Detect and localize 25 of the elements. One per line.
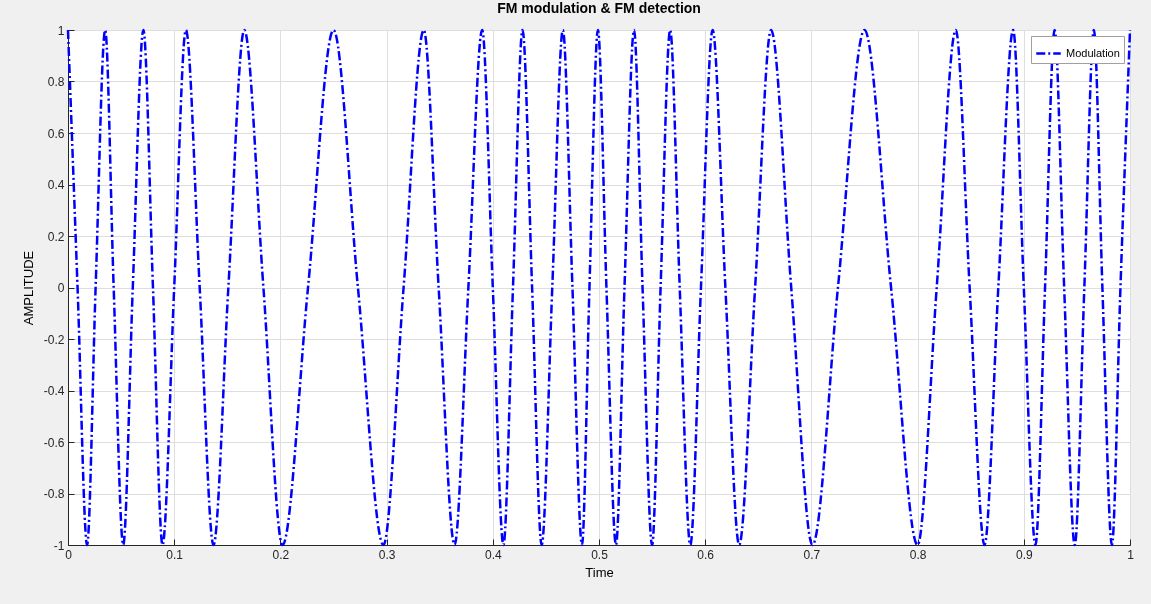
chart-title: FM modulation & FM detection [497,0,701,16]
x-tick-label: 0.7 [803,547,821,562]
y-tick-label: 0 [57,281,65,295]
x-tick-label: 0.4 [484,547,502,562]
y-tick-label: 0.4 [47,178,65,192]
x-tick-label: 0.1 [166,547,184,562]
y-tick-label: 0.6 [47,126,65,141]
x-tick-label: 1 [1127,547,1135,562]
y-tick-label: 1 [57,23,65,38]
y-tick-label: -0.2 [43,332,65,347]
y-tick-label: -0.6 [43,435,65,450]
x-tick-label: 0.6 [697,547,715,562]
x-tick-label: 0.3 [378,547,396,562]
y-tick-label: -1 [53,538,65,553]
x-axis-title: Time [585,564,614,580]
y-tick-label: -0.4 [43,384,65,398]
y-tick-label: 0.2 [47,229,65,244]
x-tick-label: 0.2 [272,547,290,562]
x-tick-label: 0.9 [1015,547,1033,562]
y-axis-title: AMPLITUDE [20,250,36,326]
legend-label: Modulation [1066,46,1120,59]
y-tick-label: -0.8 [43,487,65,501]
x-tick-label: 0.5 [591,547,609,562]
x-tick-label: 0.8 [909,547,927,562]
y-tick-label: 0.8 [47,75,65,89]
